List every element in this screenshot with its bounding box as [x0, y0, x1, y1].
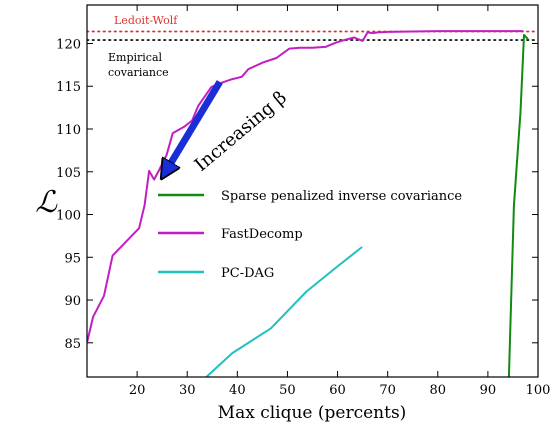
y-tick-label-115: 115: [56, 80, 81, 95]
plot-area: 20 30 40 50 60 70 80 90 100 85 90 95 100 105 110 115 120: [56, 5, 550, 398]
series-line-pc-dag: [205, 246, 363, 377]
x-tick-label-40: 40: [229, 383, 246, 398]
legend-label-sparse: Sparse penalized inverse covariance: [221, 189, 462, 204]
annotation-arrow: [167, 80, 223, 169]
ledoit-wolf-label: Ledoit-Wolf: [114, 14, 178, 27]
legend-label-fastdecomp: FastDecomp: [221, 227, 303, 242]
series-line-fastdecomp: [87, 30, 523, 344]
x-tick-label-70: 70: [379, 383, 396, 398]
x-tick-label-30: 30: [179, 383, 196, 398]
empirical-label-line1: Empirical: [108, 51, 163, 64]
x-axis-label: Max clique (percents): [218, 403, 407, 423]
empirical-label-line2: covariance: [108, 66, 169, 79]
y-tick-label-90: 90: [64, 294, 81, 309]
x-tick-label-20: 20: [129, 383, 146, 398]
legend-label-pcdag: PC-DAG: [221, 266, 274, 281]
series-group: [87, 30, 538, 377]
plot-frame: [86, 4, 539, 378]
series-line-sparse-penalized-inverse-covariance: [507, 33, 529, 377]
x-tick-label-50: 50: [279, 383, 296, 398]
y-tick-label-95: 95: [64, 251, 81, 266]
y-tick-label-110: 110: [56, 123, 81, 138]
legend: Sparse penalized inverse covariance Fast…: [158, 189, 462, 281]
y-tick-label-105: 105: [56, 166, 81, 181]
y-axis-label: ℒ: [35, 185, 58, 220]
x-tick-label-60: 60: [329, 383, 346, 398]
y-tick-label-120: 120: [56, 37, 81, 52]
x-tick-label-90: 90: [480, 383, 497, 398]
y-tick-label-100: 100: [56, 209, 81, 224]
x-tick-label-100: 100: [526, 383, 551, 398]
y-tick-label-85: 85: [64, 337, 81, 352]
x-tick-label-80: 80: [430, 383, 447, 398]
